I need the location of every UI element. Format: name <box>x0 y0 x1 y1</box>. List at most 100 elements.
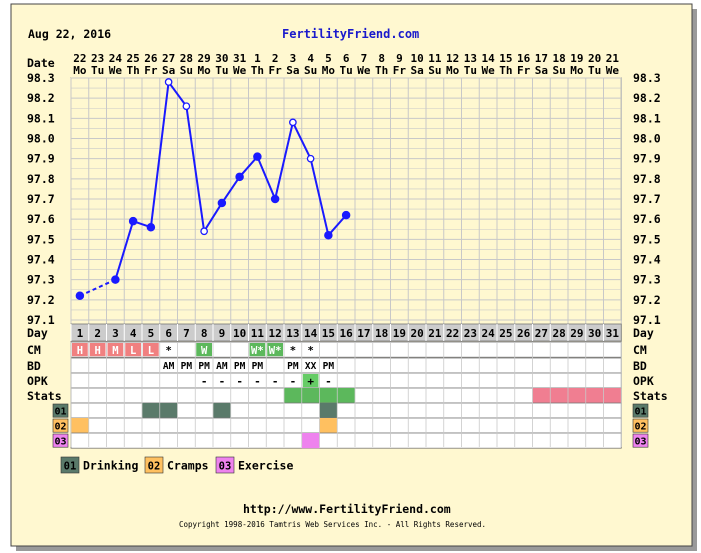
weekday-label: We <box>109 64 123 77</box>
weekday-label: Tu <box>91 64 104 77</box>
legend-code: 01 <box>64 461 77 473</box>
opk-value: - <box>219 375 226 388</box>
custom-code-right: 01 <box>634 407 646 418</box>
cm-value: * <box>290 345 296 357</box>
bd-row-label-left: BD <box>27 359 41 373</box>
bd-value: PM <box>234 361 246 372</box>
weekday-label: Su <box>304 64 317 77</box>
y-tick-label-right: 97.6 <box>633 212 661 226</box>
temperature-segment <box>327 214 347 236</box>
cm-value: * <box>165 345 171 357</box>
y-tick-label-right: 97.2 <box>633 293 661 307</box>
date-label: 3 <box>290 52 297 65</box>
weekday-label: Fr <box>269 64 283 77</box>
y-tick-label-right: 97.5 <box>633 232 661 246</box>
temperature-segment <box>238 155 259 178</box>
day-number: 4 <box>130 327 137 340</box>
stats-cell <box>319 388 338 404</box>
cm-cell-fill <box>72 343 88 357</box>
opk-value: - <box>290 375 297 388</box>
date-label: 23 <box>91 52 104 65</box>
legend-swatch-03 <box>215 456 235 474</box>
footer-url[interactable]: http://www.FertilityFriend.com <box>243 502 451 516</box>
custom-cell <box>213 403 231 419</box>
weekday-label: We <box>233 64 247 77</box>
weekday-label: Fr <box>393 64 407 77</box>
day-number: 5 <box>148 327 155 340</box>
custom-code-badge-left <box>52 418 69 433</box>
opk-row <box>70 372 622 389</box>
opk-row-label-right: OPK <box>633 374 654 388</box>
custom-code-right: 03 <box>634 437 646 448</box>
weekday-label: Su <box>428 64 441 77</box>
day-number: 26 <box>517 327 531 340</box>
weekday-label: Sa <box>411 64 424 77</box>
temperature-segment <box>185 106 206 232</box>
day-number: 17 <box>357 327 370 340</box>
day-number: 13 <box>286 327 299 340</box>
opk-value: - <box>201 375 208 388</box>
chart-date: Aug 22, 2016 <box>28 27 111 41</box>
temperature-point <box>324 231 333 240</box>
custom-cell <box>71 418 89 434</box>
cm-cell-fill <box>143 343 159 357</box>
stats-cell <box>568 388 586 404</box>
date-label: 5 <box>325 52 332 65</box>
weekday-label: Mo <box>322 64 336 77</box>
y-tick-label-left: 98.2 <box>27 91 55 105</box>
day-number: 21 <box>428 327 442 340</box>
temperature-point-open <box>200 227 208 236</box>
stats-cell <box>603 388 622 404</box>
stats-cell <box>532 388 551 404</box>
temperature-point <box>217 198 227 208</box>
day-number: 30 <box>588 327 601 340</box>
weekday-label: Tu <box>340 64 353 77</box>
date-label: 31 <box>233 52 247 65</box>
cm-value: L <box>148 345 154 357</box>
stats-cell <box>284 388 302 404</box>
weekday-label: Tu <box>215 64 228 77</box>
custom-code-badge-right <box>632 403 649 418</box>
stats-row-label-left: Stats <box>27 389 62 403</box>
cm-row-label-right: CM <box>633 343 647 357</box>
opk-value: + <box>307 375 314 388</box>
date-label: 30 <box>215 52 228 65</box>
temperature-segment <box>221 176 241 204</box>
temperature-point <box>341 210 351 220</box>
date-label: 4 <box>307 52 314 65</box>
bd-value: PM <box>181 361 193 372</box>
weekday-label: Fr <box>144 64 158 77</box>
date-label: 12 <box>446 52 459 65</box>
day-number: 31 <box>606 327 620 340</box>
date-label: 9 <box>396 52 403 65</box>
cm-cell-fill <box>107 343 124 357</box>
day-number: 29 <box>570 327 583 340</box>
day-number: 3 <box>112 327 119 340</box>
y-tick-label-right: 97.8 <box>633 172 661 186</box>
temperature-line <box>75 78 351 301</box>
custom-code-badge-left <box>52 433 69 448</box>
date-label: 28 <box>180 52 193 65</box>
date-label: 11 <box>428 52 442 65</box>
y-tick-label-right: 98.3 <box>633 71 661 85</box>
custom-row-03 <box>70 432 622 449</box>
date-label: 8 <box>378 52 385 65</box>
date-row-label: Date <box>27 56 55 70</box>
day-number: 9 <box>219 327 226 340</box>
day-number: 20 <box>411 327 424 340</box>
bd-value: PM <box>252 361 264 372</box>
day-number: 8 <box>201 327 208 340</box>
y-tick-label-right: 98.2 <box>633 91 661 105</box>
bd-value: PM <box>198 361 210 372</box>
date-label: 25 <box>127 52 140 65</box>
y-tick-label-left: 97.5 <box>27 232 55 246</box>
date-axis: Date 22Mo23Tu24We25Th26Fr27Sa28Su29Mo30Tu… <box>27 52 619 77</box>
date-label: 7 <box>361 52 368 65</box>
date-label: 6 <box>343 52 350 65</box>
temperature-segment <box>167 81 188 107</box>
y-tick-label-left: 97.7 <box>27 192 55 206</box>
legend-label: Cramps <box>167 459 209 473</box>
day-number: 14 <box>304 327 318 340</box>
temperature-segment <box>256 156 277 200</box>
date-label: 2 <box>272 52 279 65</box>
